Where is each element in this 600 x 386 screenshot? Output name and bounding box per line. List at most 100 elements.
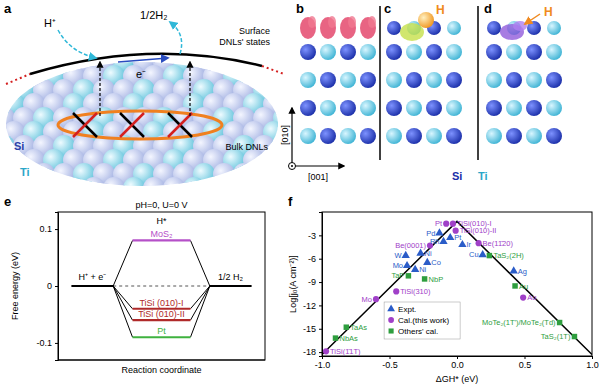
ti-atom — [183, 177, 205, 199]
series-label: Pt — [157, 326, 166, 336]
y-axis-tick-mark — [319, 259, 322, 260]
ti-atom — [13, 163, 35, 185]
ti-atom — [446, 44, 462, 60]
ti-atom — [426, 72, 442, 88]
orbital — [368, 16, 376, 28]
ti-atom — [386, 128, 402, 144]
si-atom — [546, 72, 562, 88]
stage-label: H* — [156, 216, 166, 226]
si-atom — [446, 72, 462, 88]
axis-arrow — [291, 108, 292, 166]
chart-e: -0.100.1MoS₂TiSi (010)-ITiSi (010)-IIPtH… — [10, 200, 265, 375]
point — [373, 296, 379, 302]
surface-states-extension — [6, 66, 284, 84]
si-atom — [320, 128, 336, 144]
legend-label: Expt. — [398, 305, 416, 314]
series-label: TiSi (010)-II — [138, 309, 185, 319]
legend-label: Others' cal. — [398, 327, 438, 336]
y-axis-tick: -6 — [308, 254, 322, 264]
ti-atom — [193, 163, 215, 185]
x-axis-title: ΔGH* (eV) — [436, 374, 479, 384]
y-axis-tick-label: -0.1 — [36, 338, 52, 348]
si-atom — [213, 51, 235, 73]
point-label: W — [395, 251, 403, 260]
ti-atom — [486, 72, 502, 88]
y-axis-tick: -3 — [308, 231, 322, 241]
point-label: TaAs — [350, 323, 367, 332]
si-atom — [213, 163, 235, 185]
label: Bulk DNLs — [225, 142, 268, 152]
orbital — [340, 17, 356, 39]
atom-layer — [0, 51, 305, 199]
ti-atom — [73, 163, 95, 185]
legend: Expt.Cal.(this work)Others' cal. — [384, 302, 460, 339]
x-axis-tick-mark — [390, 356, 391, 359]
point — [439, 237, 447, 244]
point-label: Ni — [425, 249, 432, 258]
si-atom — [0, 79, 15, 101]
ti-atom — [446, 100, 462, 116]
y-axis-tick: 0.1 — [39, 224, 58, 234]
si-atom — [506, 128, 522, 144]
point-label: Be(11̄20) — [483, 239, 514, 248]
si-atom — [273, 79, 295, 101]
point-label: TaS₂(1T) — [541, 332, 571, 341]
x-axis-tick-mark — [525, 356, 526, 359]
panel-label: f — [288, 194, 293, 209]
ti-atom — [63, 177, 85, 199]
label: e⁻ — [136, 68, 146, 80]
point — [520, 295, 526, 301]
x-axis-tick: -0.5 — [382, 356, 398, 370]
energy-level — [72, 285, 113, 287]
energy-level — [133, 239, 191, 241]
x-axis-tick-mark — [592, 356, 593, 359]
ti-atom — [320, 44, 336, 60]
legend-marker — [389, 328, 394, 333]
bulk-dnl-loop — [58, 111, 222, 139]
si-atom — [506, 72, 522, 88]
si-atom — [0, 163, 15, 185]
point-label: TiSi(1̄1T) — [330, 347, 361, 356]
label: H — [436, 3, 445, 17]
connector — [113, 286, 132, 320]
ti-atom — [506, 100, 522, 116]
y-axis-tick: 0 — [47, 281, 58, 291]
y-axis-tick-mark — [319, 235, 322, 236]
point-label: Ni — [419, 265, 426, 274]
point-label: Rh — [430, 237, 440, 246]
connector — [113, 286, 132, 309]
y-axis: -18-15-12-9-6-3 — [303, 213, 323, 358]
marks — [322, 221, 592, 355]
energy-level — [210, 285, 251, 287]
point-label: NbAs — [340, 334, 359, 343]
point — [333, 335, 338, 340]
point-label: MoTe₂(1T')/MoTe₂(Td) — [482, 318, 556, 327]
label: DNLs' states — [219, 37, 270, 47]
ti-atom — [506, 44, 522, 60]
figure: abcdefH⁺1/2H₂e⁻SurfaceDNLs' statesBulk D… — [0, 0, 600, 386]
y-axis-tick: -0.1 — [36, 338, 58, 348]
y-axis-tick-label: -6 — [308, 254, 316, 264]
ti-atom — [243, 177, 265, 199]
x-axis-tick: 0.5 — [519, 356, 532, 370]
ti-atom — [123, 177, 145, 199]
connector — [190, 286, 209, 337]
y-axis-tick-mark — [319, 282, 322, 283]
ti-atom — [547, 21, 561, 35]
x-axis-line — [323, 357, 593, 360]
ti-atom — [360, 100, 376, 116]
axis-label: [001] — [308, 172, 328, 182]
label: Surface — [239, 26, 270, 36]
energy-level — [210, 285, 251, 287]
point-labels: PdPtRhIrWNiCoMoNiCuAgPtTiSi(010)-ITiSi(0… — [330, 219, 571, 356]
si-atom — [263, 149, 285, 171]
canvas: abcdefH⁺1/2H₂e⁻SurfaceDNLs' statesBulk D… — [0, 0, 600, 386]
h-atom — [418, 12, 434, 28]
ti-atom — [386, 72, 402, 88]
plot-frame — [322, 212, 592, 356]
y-axis-tick-mark — [55, 229, 58, 230]
orbital — [308, 16, 316, 28]
x-axis-tick: 0.0 — [451, 356, 464, 370]
connector — [113, 240, 132, 286]
point-label: Ag — [518, 267, 527, 276]
